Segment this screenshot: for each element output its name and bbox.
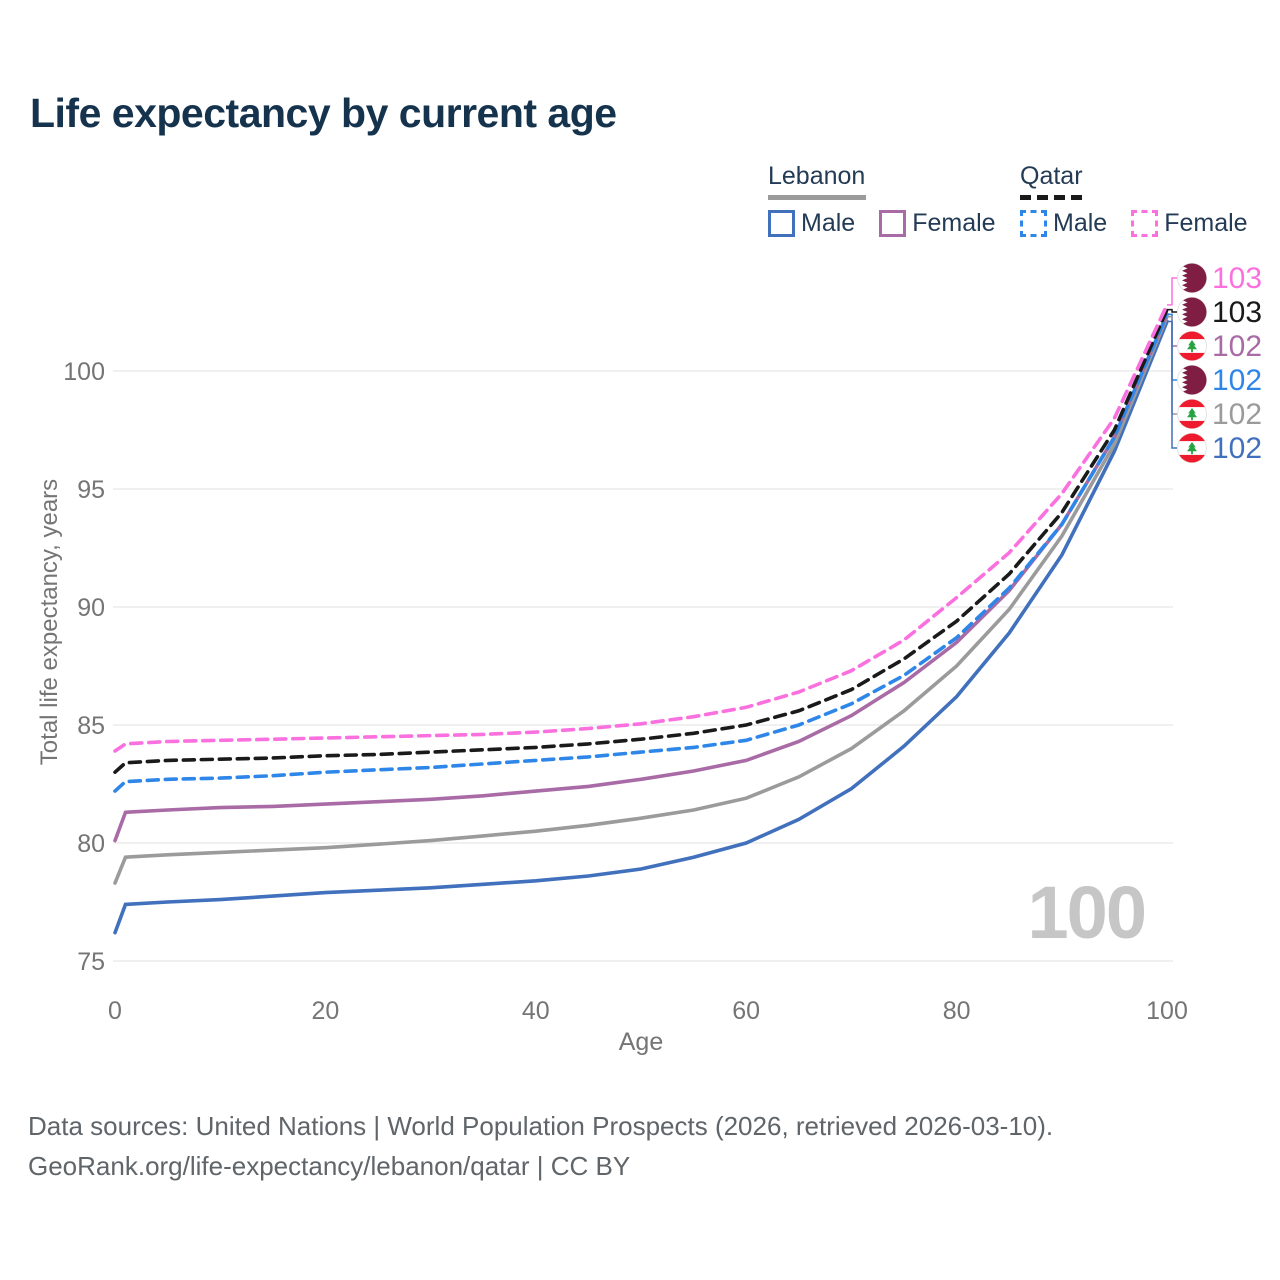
- series-line-lebanon-total: [113, 314, 1169, 885]
- qatar-female-label: Female: [1164, 209, 1248, 237]
- lebanon-female-label: Female: [912, 209, 996, 237]
- x-axis-title: Age: [618, 1028, 664, 1056]
- y-tick-label: 100: [63, 358, 105, 386]
- series-line-qatar-female: [113, 303, 1169, 753]
- end-value-label: 102: [1212, 432, 1262, 465]
- series-line-qatar-male: [113, 312, 1169, 793]
- legend-group-qatar: Qatar Male Female: [1020, 162, 1248, 238]
- legend-country-label: Lebanon: [768, 162, 866, 190]
- y-tick-label: 90: [77, 594, 105, 622]
- y-tick-label: 80: [77, 830, 105, 858]
- footer: Data sources: United Nations | World Pop…: [28, 1106, 1053, 1186]
- x-tick-label: 80: [943, 997, 971, 1025]
- age-counter-watermark: 100: [1027, 871, 1147, 954]
- qatar-male-label: Male: [1053, 209, 1108, 237]
- lebanon-male-label: Male: [801, 209, 856, 237]
- attribution-line: GeoRank.org/life-expectancy/lebanon/qata…: [28, 1151, 631, 1181]
- y-tick-label: 85: [77, 712, 105, 740]
- qatar-female-swatch: [1131, 210, 1159, 237]
- lebanon-flag-icon: [1177, 433, 1207, 463]
- label-leader-line: [1167, 320, 1177, 449]
- end-value-label: 103: [1212, 262, 1262, 295]
- series-line-qatar-total: [113, 307, 1169, 774]
- x-tick-label: 20: [311, 997, 339, 1025]
- lebanon-line-style-swatch: [768, 195, 866, 200]
- qatar-line-style-swatch: [1020, 195, 1087, 200]
- legend-group-lebanon: Lebanon Male Female: [768, 162, 996, 238]
- label-leader-line: [1167, 277, 1177, 306]
- qatar-flag-icon: [1177, 365, 1207, 395]
- lebanon-flag-icon: [1177, 399, 1207, 429]
- end-value-label: 102: [1212, 364, 1262, 397]
- lebanon-flag-icon: [1177, 331, 1207, 361]
- data-source-line: Data sources: United Nations | World Pop…: [28, 1111, 1054, 1141]
- x-tick-label: 0: [108, 997, 122, 1025]
- y-tick-label: 75: [77, 948, 105, 976]
- x-tick-label: 100: [1146, 997, 1188, 1025]
- legend-country-label: Qatar: [1020, 162, 1083, 190]
- y-tick-label: 95: [77, 476, 105, 504]
- x-tick-label: 60: [732, 997, 760, 1025]
- series-line-lebanon-male: [113, 319, 1169, 935]
- lebanon-female-swatch: [879, 210, 907, 237]
- end-value-label: 103: [1212, 296, 1262, 329]
- end-value-label: 102: [1212, 330, 1262, 363]
- qatar-male-swatch: [1020, 210, 1047, 237]
- series-line-lebanon-female: [113, 312, 1169, 843]
- label-leader-line: [1167, 308, 1177, 313]
- x-tick-label: 40: [522, 997, 550, 1025]
- qatar-flag-icon: [1177, 297, 1207, 327]
- lebanon-male-swatch: [768, 210, 795, 237]
- qatar-flag-icon: [1177, 263, 1207, 293]
- end-value-label: 102: [1212, 398, 1262, 431]
- page-title: Life expectancy by current age: [30, 90, 617, 136]
